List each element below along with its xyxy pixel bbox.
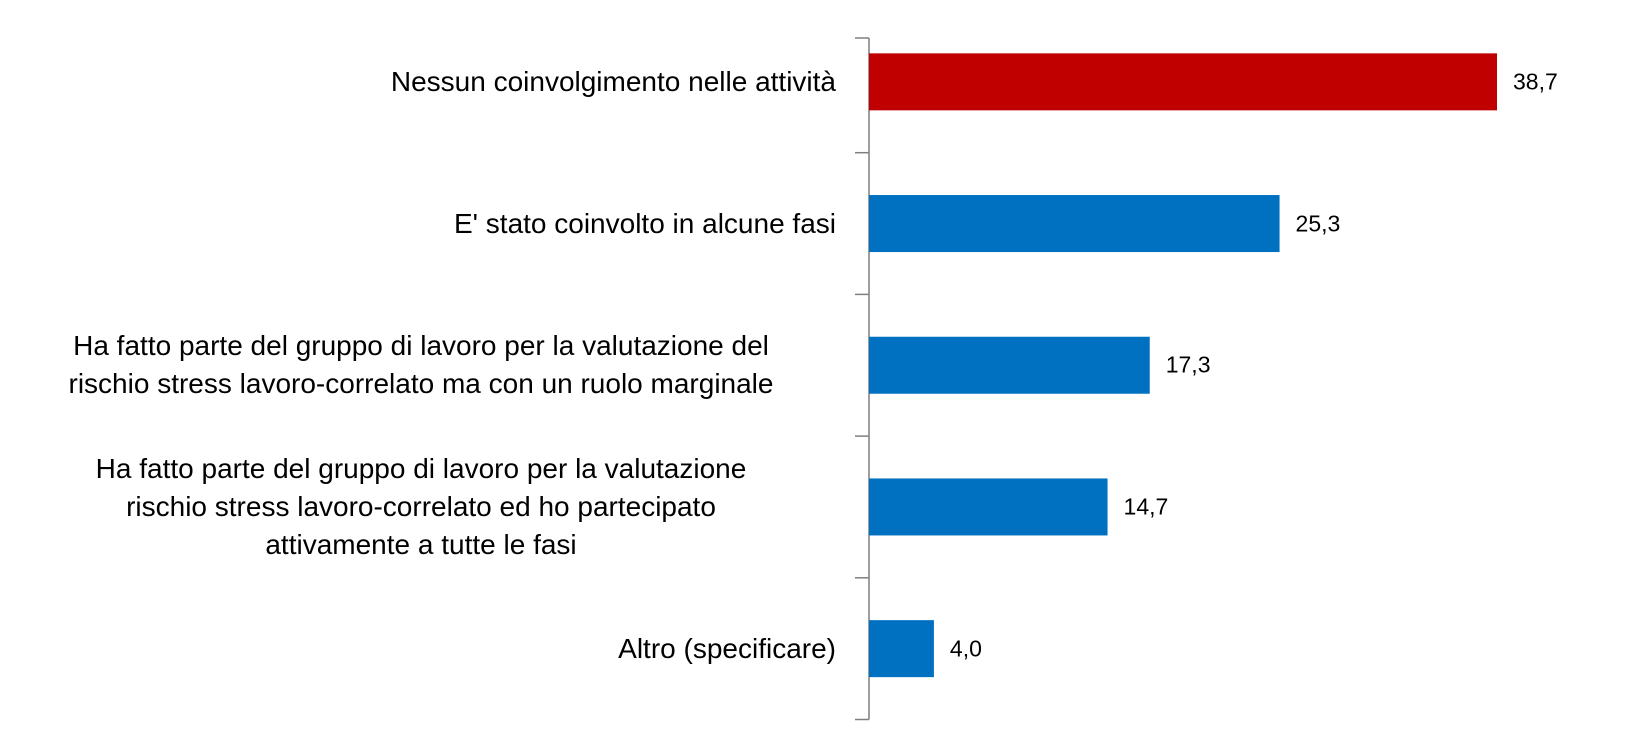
- value-label: 4,0: [949, 635, 982, 662]
- value-label: 25,3: [1295, 210, 1341, 237]
- bar: [869, 336, 1150, 394]
- bar: [869, 478, 1108, 536]
- bar: [869, 53, 1497, 111]
- bar: [869, 620, 934, 678]
- value-label: 38,7: [1513, 68, 1558, 95]
- category-label: Ha fatto parte del gruppo di lavoro per …: [95, 452, 747, 560]
- category-label: E' stato coinvolto in alcune fasi: [453, 207, 836, 239]
- value-label: 14,7: [1123, 493, 1169, 520]
- category-label: Nessun coinvolgimento nelle attività: [390, 65, 836, 97]
- value-label: 17,3: [1165, 351, 1211, 378]
- category-label: Ha fatto parte del gruppo di lavoro per …: [68, 330, 774, 400]
- bar: [869, 195, 1280, 253]
- category-label: Altro (specificare): [618, 632, 836, 664]
